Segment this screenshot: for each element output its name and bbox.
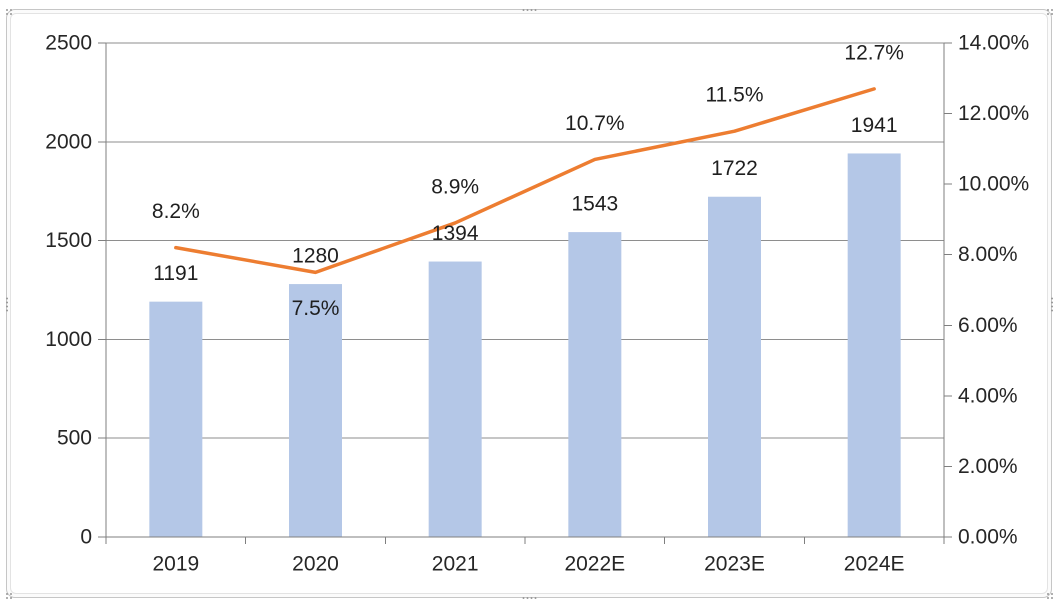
x-axis-label-2024E: 2024E <box>844 553 905 576</box>
x-axis-label-2020: 2020 <box>292 553 339 576</box>
selection-handle-bottom[interactable] <box>521 596 537 599</box>
right-axis-tick-label: 12.00% <box>958 102 1029 125</box>
bar-2019[interactable] <box>149 301 203 537</box>
x-axis-label-2021: 2021 <box>432 553 479 576</box>
x-axis-label-2019: 2019 <box>152 553 199 576</box>
right-axis-tick-label: 2.00% <box>958 455 1018 478</box>
bar-value-label: 1941 <box>851 114 898 137</box>
bar-value-label: 1394 <box>432 222 479 245</box>
chart-object-frame[interactable]: 0 500 1000 1500 2000 2500 0.00% 2.00% 4.00% 6.00%… <box>5 8 1053 599</box>
selection-handle-bottom-left[interactable] <box>5 592 12 599</box>
selection-handle-top-right[interactable] <box>1046 8 1053 15</box>
right-axis-tick-label: 0.00% <box>958 526 1018 549</box>
left-axis-tick-label: 1000 <box>45 328 92 351</box>
chart-area[interactable]: 0 500 1000 1500 2000 2500 0.00% 2.00% 4.00% 6.00%… <box>10 13 1048 594</box>
bar-value-label: 1280 <box>292 245 339 268</box>
bar-2022E[interactable] <box>568 232 622 537</box>
line-percent-label: 10.7% <box>565 112 625 135</box>
line-percent-label: 8.9% <box>431 175 479 198</box>
line-percent-label: 12.7% <box>844 41 904 64</box>
right-axis-tick-label: 14.00% <box>958 32 1029 55</box>
left-axis-tick-label: 2500 <box>45 32 92 55</box>
line-percent-label: 11.5% <box>706 84 764 107</box>
right-axis-tick-label: 10.00% <box>958 173 1029 196</box>
selection-handle-top[interactable] <box>521 8 537 11</box>
bar-2021[interactable] <box>428 261 482 537</box>
selection-handle-right[interactable] <box>1050 296 1053 311</box>
bar-2023E[interactable] <box>708 196 761 538</box>
right-axis-tick-label: 4.00% <box>958 384 1018 407</box>
selection-handle-bottom-right[interactable] <box>1046 592 1053 599</box>
selection-handle-top-left[interactable] <box>5 8 12 15</box>
bar-2020[interactable] <box>289 284 342 537</box>
line-percent-label: 8.2% <box>152 200 200 223</box>
left-axis-tick-label: 500 <box>57 427 92 450</box>
right-axis-tick-label: 8.00% <box>958 243 1018 266</box>
x-axis-label-2022E: 2022E <box>564 553 625 576</box>
growth-rate-line[interactable] <box>174 87 876 275</box>
selection-handle-left[interactable] <box>5 296 8 311</box>
left-axis-tick-label: 1500 <box>45 229 92 252</box>
x-axis-label-2023E: 2023E <box>704 553 765 576</box>
right-axis-tick-label: 6.00% <box>958 314 1018 337</box>
line-percent-label: 7.5% <box>292 297 340 320</box>
bar-value-label: 1722 <box>711 157 758 180</box>
bar-value-label: 1191 <box>153 262 198 285</box>
bar-value-label: 1543 <box>571 193 618 216</box>
left-axis-tick-label: 2000 <box>45 130 92 153</box>
bar-2024E[interactable] <box>847 153 901 537</box>
left-axis-tick-label: 0 <box>80 526 92 549</box>
